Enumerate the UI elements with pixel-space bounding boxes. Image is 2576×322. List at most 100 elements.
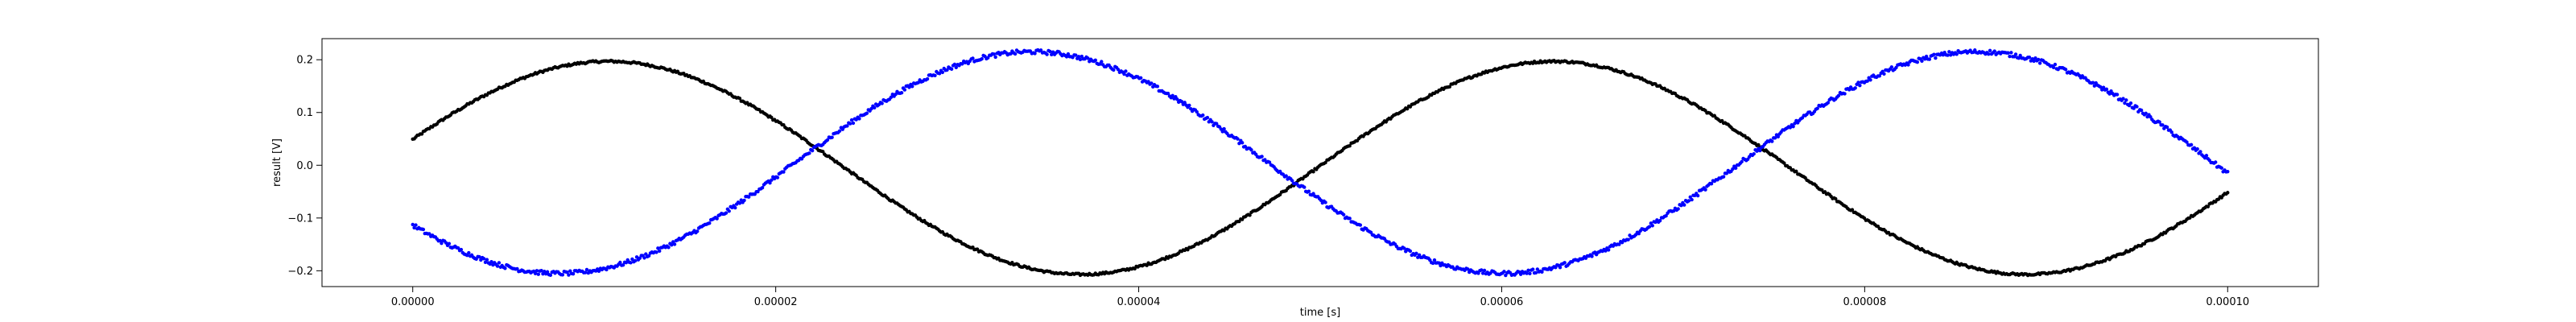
data-point xyxy=(1992,49,1996,53)
data-point xyxy=(2063,68,2068,72)
data-point xyxy=(1695,193,1700,198)
data-point xyxy=(1934,56,1938,60)
data-point xyxy=(1402,246,1406,250)
data-point xyxy=(1205,115,1210,120)
data-point xyxy=(2053,62,2058,67)
data-point xyxy=(2128,101,2133,105)
data-point xyxy=(1923,57,1927,61)
data-point xyxy=(646,254,651,258)
data-point xyxy=(2161,123,2165,127)
data-point xyxy=(1066,52,1071,56)
data-point xyxy=(1686,199,1691,203)
data-point xyxy=(548,273,553,278)
data-point xyxy=(1794,169,1798,174)
data-point xyxy=(1240,141,1245,145)
data-point xyxy=(654,250,658,254)
data-point xyxy=(1540,270,1544,275)
data-point xyxy=(1530,267,1535,271)
data-point xyxy=(1650,224,1654,228)
data-point xyxy=(1175,97,1179,101)
data-point xyxy=(1617,242,1621,246)
data-point xyxy=(742,198,746,203)
data-point xyxy=(1690,197,1694,202)
data-point xyxy=(2037,61,2042,65)
data-point xyxy=(414,223,418,227)
data-point xyxy=(2032,59,2036,64)
data-point xyxy=(1626,237,1630,242)
data-point xyxy=(1480,271,1485,275)
data-point xyxy=(1758,148,1762,153)
data-point xyxy=(1877,74,1881,78)
data-point xyxy=(902,88,907,92)
data-point xyxy=(1604,249,1608,253)
data-point xyxy=(411,222,415,227)
data-point xyxy=(2033,56,2037,60)
data-point xyxy=(1263,158,1267,162)
data-point xyxy=(1166,91,1170,96)
data-point xyxy=(937,72,942,76)
data-point xyxy=(971,56,975,60)
data-point xyxy=(1048,49,1052,54)
data-point xyxy=(1124,69,1128,73)
y-axis-label: result [V] xyxy=(271,138,283,187)
data-point xyxy=(1518,272,1523,276)
data-point xyxy=(1480,268,1484,272)
data-point xyxy=(1740,159,1744,164)
data-point xyxy=(421,227,426,232)
data-point xyxy=(1432,258,1437,262)
x-tick-label: 0.00006 xyxy=(1480,296,1524,308)
data-point xyxy=(1112,68,1116,72)
data-point xyxy=(2226,169,2230,174)
data-point xyxy=(1430,261,1435,266)
data-point xyxy=(807,151,811,155)
data-point xyxy=(497,261,502,265)
data-point xyxy=(1882,72,1886,76)
data-point xyxy=(1447,85,1451,89)
data-point xyxy=(949,67,954,72)
data-point xyxy=(1528,271,1532,276)
data-point xyxy=(2115,93,2120,97)
data-point xyxy=(925,76,930,81)
data-point xyxy=(775,175,780,180)
data-point xyxy=(1664,213,1668,218)
data-point xyxy=(485,258,489,262)
data-point xyxy=(1260,155,1264,159)
data-point xyxy=(760,185,765,190)
data-point xyxy=(2018,53,2022,58)
data-point xyxy=(1773,136,1777,140)
data-point xyxy=(1236,137,1240,141)
data-point xyxy=(2204,154,2209,158)
data-points-layer xyxy=(411,47,2230,278)
data-point xyxy=(1920,59,1924,64)
data-point xyxy=(629,261,633,265)
data-point xyxy=(503,266,507,270)
data-point xyxy=(1210,120,1214,124)
data-point xyxy=(1856,80,1860,85)
data-point xyxy=(2195,147,2199,151)
x-tick-label: 0.00008 xyxy=(1843,296,1886,308)
data-point xyxy=(1843,92,1847,96)
data-point xyxy=(1195,109,1199,114)
data-point xyxy=(770,178,774,182)
data-point xyxy=(1348,144,1352,148)
data-point xyxy=(1138,76,1143,80)
data-point xyxy=(618,260,622,265)
data-point xyxy=(940,70,945,75)
data-point xyxy=(1187,103,1191,108)
data-point xyxy=(560,273,565,277)
data-point xyxy=(535,269,539,273)
data-point xyxy=(1222,126,1226,131)
data-point xyxy=(1179,100,1184,104)
data-point xyxy=(1889,65,1894,69)
data-point xyxy=(1721,175,1726,179)
data-point xyxy=(1307,189,1311,193)
data-point xyxy=(2104,87,2109,92)
data-point xyxy=(567,273,571,277)
data-point xyxy=(1038,48,1043,52)
data-point xyxy=(1724,171,1729,175)
data-point xyxy=(624,261,629,265)
data-point xyxy=(2006,51,2010,55)
data-point xyxy=(1408,249,1413,254)
data-point xyxy=(1679,204,1683,208)
data-point xyxy=(952,62,957,67)
